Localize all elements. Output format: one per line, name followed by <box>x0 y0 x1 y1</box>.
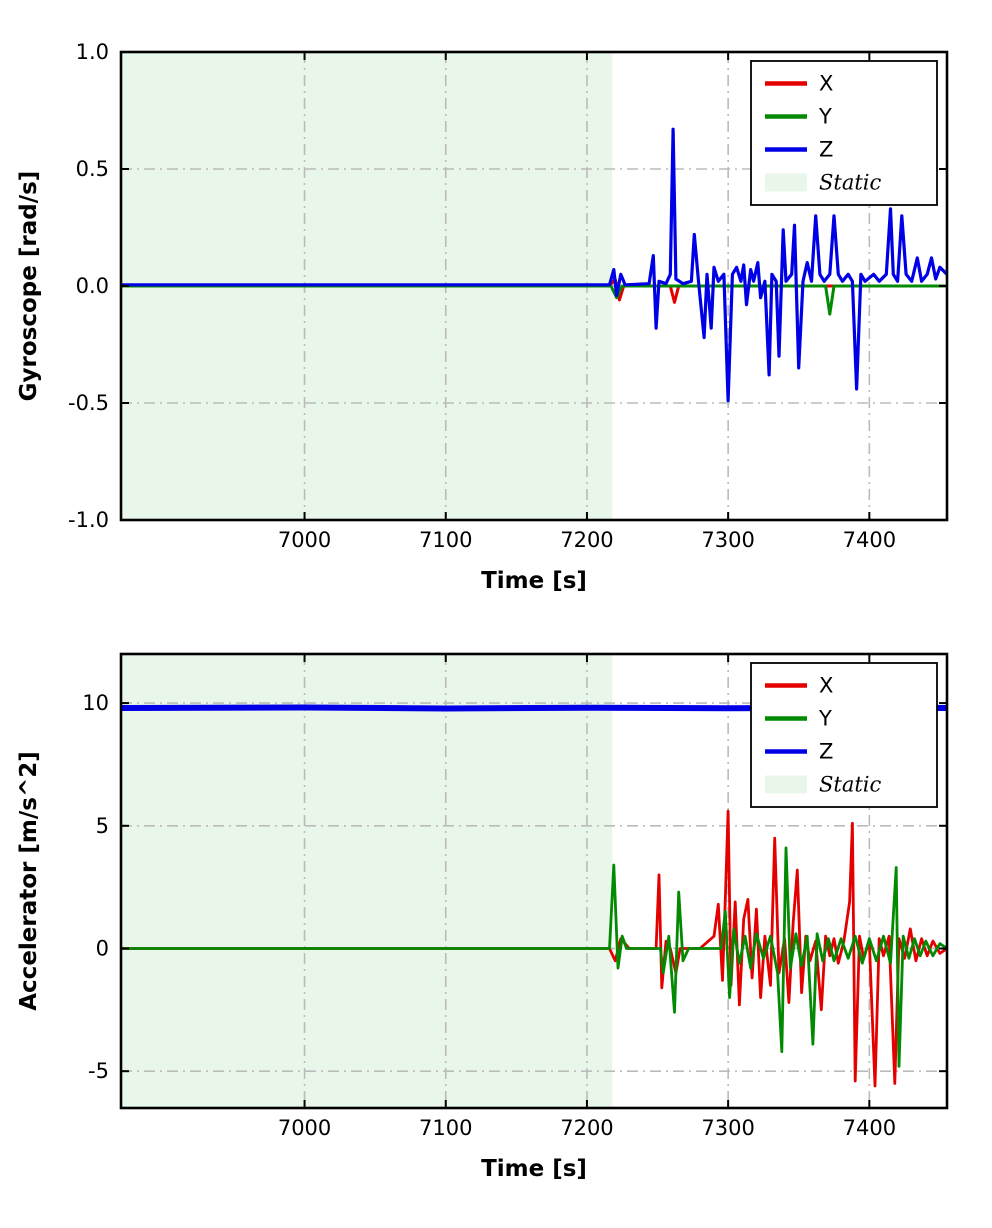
tick-marks <box>121 654 947 1108</box>
svg-text:7100: 7100 <box>419 1116 472 1140</box>
svg-text:7300: 7300 <box>701 1116 754 1140</box>
legend-swatch-static <box>765 173 807 192</box>
svg-text:7400: 7400 <box>843 1116 896 1140</box>
legend-label-y: Y <box>818 707 832 731</box>
series-z-line <box>121 127 947 403</box>
series-y-line <box>121 846 947 1068</box>
gyroscope-chart: 7000 7100 7200 7300 7400 -1.0 -0.5 0.0 0.5 1.0 Tim… <box>16 40 949 594</box>
legend-label-static: Static <box>819 773 882 797</box>
svg-text:5: 5 <box>96 814 109 838</box>
legend: XYZ Static <box>750 662 938 808</box>
svg-text:-0.5: -0.5 <box>68 391 109 415</box>
svg-text:7200: 7200 <box>560 528 613 552</box>
x-axis-label: Time [s] <box>481 1156 587 1182</box>
static-region <box>121 654 613 1108</box>
y-axis-label: Accelerator [m/s^2] <box>16 751 42 1011</box>
svg-text:0.5: 0.5 <box>76 157 109 181</box>
legend-label-static: Static <box>819 171 882 195</box>
legend-label-z: Z <box>819 138 833 162</box>
svg-text:7100: 7100 <box>419 528 472 552</box>
legend-label-x: X <box>819 72 833 96</box>
svg-text:0: 0 <box>96 936 109 960</box>
svg-text:7300: 7300 <box>701 528 754 552</box>
legend-label-x: X <box>819 674 833 698</box>
x-axis-label: Time [s] <box>481 568 587 594</box>
svg-text:10: 10 <box>82 691 109 715</box>
tick-marks <box>121 51 947 521</box>
svg-text:-1.0: -1.0 <box>68 508 109 532</box>
svg-text:-5: -5 <box>88 1059 109 1083</box>
svg-text:7200: 7200 <box>560 1116 613 1140</box>
accelerator-chart: 7000 7100 7200 7300 7400 -5 0 5 10 Time [s] Accele… <box>16 652 949 1182</box>
svg-text:7400: 7400 <box>843 528 896 552</box>
tick-labels: 7000 7100 7200 7300 7400 -5 0 5 10 <box>82 691 896 1140</box>
series-group <box>121 127 947 403</box>
svg-text:0.0: 0.0 <box>76 274 109 298</box>
legend-swatch-static <box>765 775 807 794</box>
svg-text:1.0: 1.0 <box>76 40 109 64</box>
y-axis-label: Gyroscope [rad/s] <box>16 171 42 402</box>
legend-label-z: Z <box>819 740 833 764</box>
legend-label-y: Y <box>818 105 832 129</box>
svg-text:7000: 7000 <box>278 528 331 552</box>
svg-text:7000: 7000 <box>278 1116 331 1140</box>
tick-labels: 7000 7100 7200 7300 7400 -1.0 -0.5 0.0 0.5 1.0 <box>68 40 896 552</box>
plot-border <box>119 652 949 1110</box>
legend: XYZ Static <box>750 60 938 206</box>
